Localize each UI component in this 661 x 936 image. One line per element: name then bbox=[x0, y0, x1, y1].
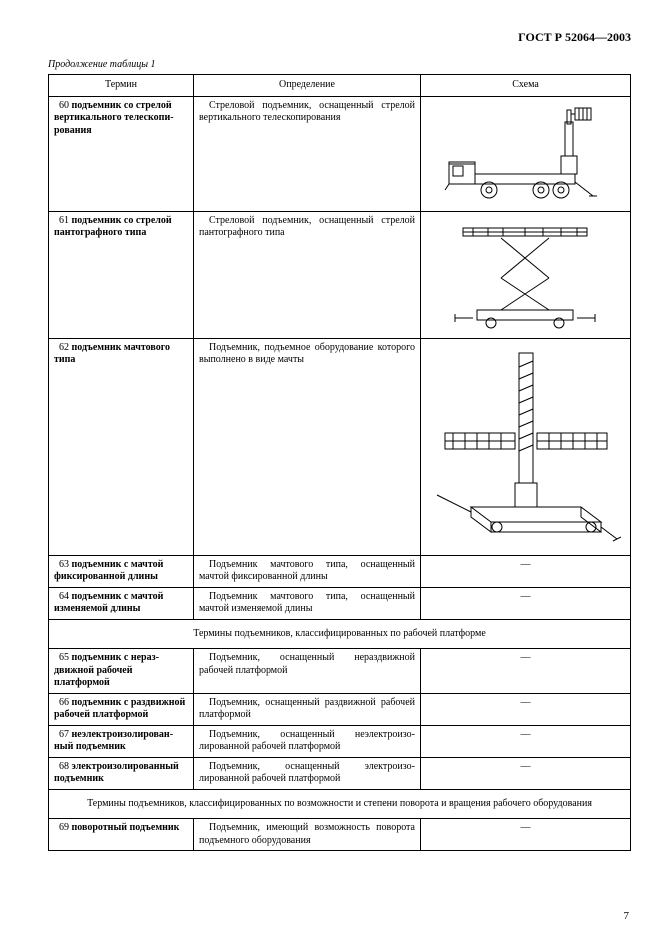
schema-truck-vertical-icon bbox=[421, 96, 631, 211]
definition-cell: Подъемник мачтового типа, оснащенный мач… bbox=[194, 587, 421, 619]
schema-dash: — bbox=[421, 649, 631, 694]
definition-cell: Подъемник, оснащенный неэлектроизо­лиров… bbox=[194, 725, 421, 757]
schema-dash: — bbox=[421, 555, 631, 587]
term-cell: 67 неэлектроизолирован­ный подъемник bbox=[49, 725, 194, 757]
page-number: 7 bbox=[624, 910, 630, 922]
schema-dash: — bbox=[421, 757, 631, 789]
table-header-row: Термин Определение Схема bbox=[49, 75, 631, 97]
definition-cell: Подъемник мачтового типа, оснащенный мач… bbox=[194, 555, 421, 587]
definition-cell: Подъемник, оснащенный раздвижной рабочей… bbox=[194, 693, 421, 725]
term-cell: 60 подъемник со стрелой вертикального те… bbox=[49, 96, 194, 211]
schema-mast-icon bbox=[421, 338, 631, 555]
schema-dash: — bbox=[421, 725, 631, 757]
term-cell: 62 подъемник мачтового типа bbox=[49, 338, 194, 555]
table-row: 68 электроизолирован­ный подъемник Подъе… bbox=[49, 757, 631, 789]
term-cell: 65 подъемник с нераз­движной рабочей пла… bbox=[49, 649, 194, 694]
definition-cell: Подъемник, имеющий возможность поворота … bbox=[194, 819, 421, 851]
table-row: 63 подъемник с мачтой фиксированной длин… bbox=[49, 555, 631, 587]
table-row: 60 подъемник со стрелой вертикального те… bbox=[49, 96, 631, 211]
term-cell: 69 поворотный подъем­ник bbox=[49, 819, 194, 851]
table-row: 65 подъемник с нераз­движной рабочей пла… bbox=[49, 649, 631, 694]
schema-dash: — bbox=[421, 587, 631, 619]
definition-cell: Подъемник, оснащенный нераздвижной рабоч… bbox=[194, 649, 421, 694]
term-cell: 64 подъемник с мачтой изменяемой длины bbox=[49, 587, 194, 619]
table-row: 67 неэлектроизолирован­ный подъемник Под… bbox=[49, 725, 631, 757]
schema-dash: — bbox=[421, 693, 631, 725]
term-cell: 63 подъемник с мачтой фиксированной длин… bbox=[49, 555, 194, 587]
definition-cell: Подъемник, подъемное оборудование которо… bbox=[194, 338, 421, 555]
table-row: 64 подъемник с мачтой изменяемой длины П… bbox=[49, 587, 631, 619]
schema-dash: — bbox=[421, 819, 631, 851]
header-schema: Схема bbox=[421, 75, 631, 97]
terms-table: Термин Определение Схема 60 подъемник со… bbox=[48, 74, 631, 851]
header-definition: Определение bbox=[194, 75, 421, 97]
definition-cell: Подъемник, оснащенный электроизо­лирован… bbox=[194, 757, 421, 789]
term-cell: 61 подъемник со стрелой пантографного ти… bbox=[49, 211, 194, 338]
definition-cell: Стреловой подъемник, оснащенный стрелой … bbox=[194, 211, 421, 338]
section-row: Термины подъемников, классифицированных … bbox=[49, 789, 631, 819]
table-row: 69 поворотный подъем­ник Подъемник, имею… bbox=[49, 819, 631, 851]
term-cell: 68 электроизолирован­ный подъемник bbox=[49, 757, 194, 789]
definition-cell: Стреловой подъемник, оснащенный стрелой … bbox=[194, 96, 421, 211]
section-heading: Термины подъемников, классифицированных … bbox=[49, 789, 631, 819]
table-row: 61 подъемник со стрелой пантографного ти… bbox=[49, 211, 631, 338]
table-row: 62 подъемник мачтового типа Подъемник, п… bbox=[49, 338, 631, 555]
section-heading: Термины подъемников, классифицированных … bbox=[49, 619, 631, 649]
document-code: ГОСТ Р 52064—2003 bbox=[48, 30, 631, 45]
page: ГОСТ Р 52064—2003 Продолжение таблицы 1 … bbox=[0, 0, 661, 936]
table-continuation-label: Продолжение таблицы 1 bbox=[48, 59, 631, 70]
section-row: Термины подъемников, классифицированных … bbox=[49, 619, 631, 649]
schema-scissor-icon bbox=[421, 211, 631, 338]
header-term: Термин bbox=[49, 75, 194, 97]
term-cell: 66 подъемник с раздвиж­ной рабочей платф… bbox=[49, 693, 194, 725]
table-row: 66 подъемник с раздвиж­ной рабочей платф… bbox=[49, 693, 631, 725]
